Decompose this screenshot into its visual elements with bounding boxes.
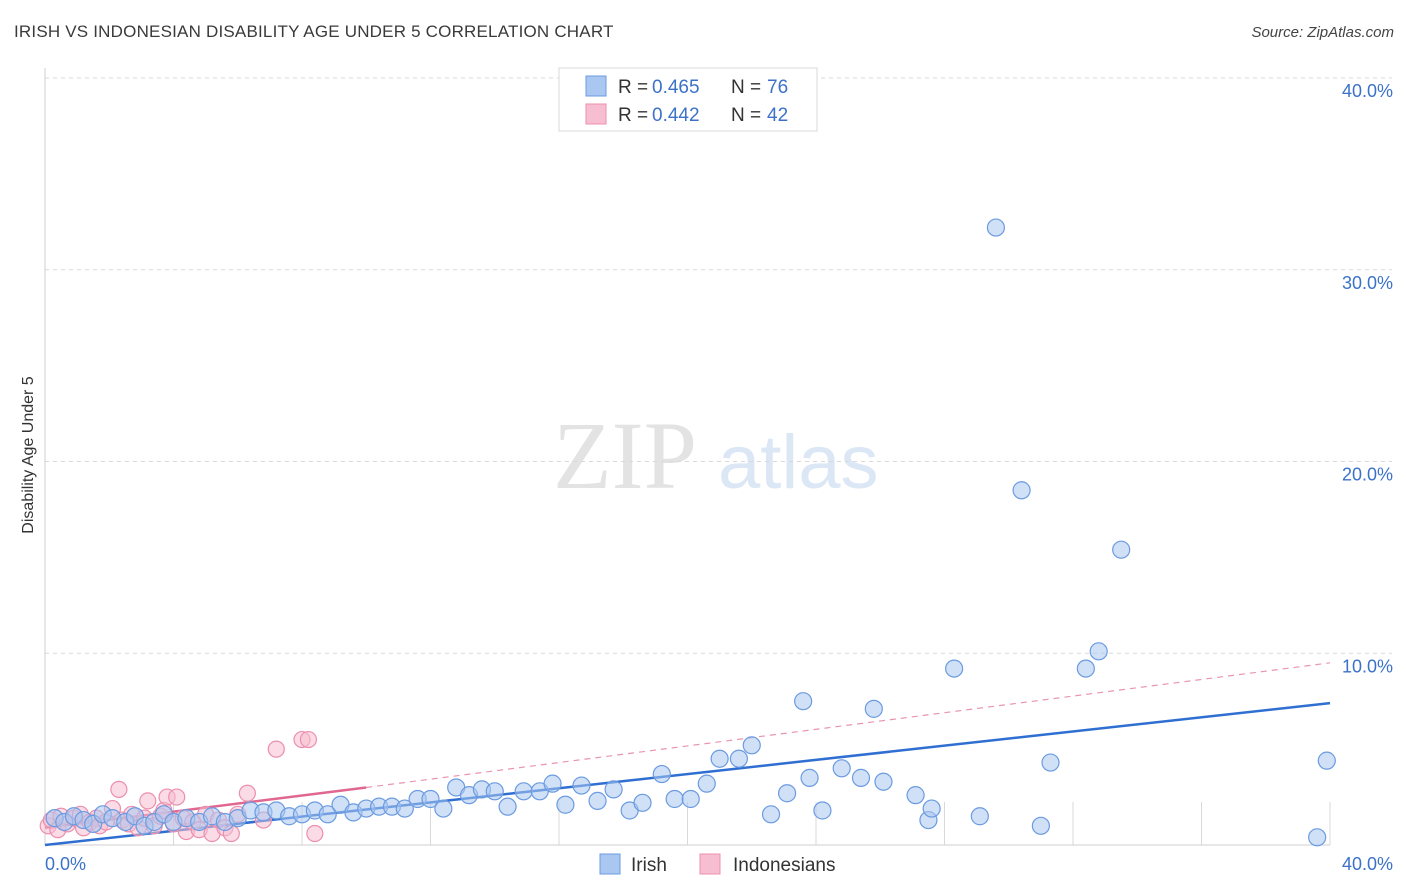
y-tick-label: 20.0% xyxy=(1342,465,1393,485)
watermark-zip: ZIP xyxy=(553,402,697,509)
irish-point xyxy=(906,786,925,805)
irish-point xyxy=(1076,659,1095,678)
bottom-legend-label-irish: Irish xyxy=(631,855,667,876)
irish-point xyxy=(543,774,562,793)
legend-n-value-irish: 76 xyxy=(767,77,788,98)
irish-point xyxy=(434,799,453,818)
y-tick-labels: 10.0% 20.0% 30.0% 40.0% xyxy=(1342,81,1393,676)
axes xyxy=(44,68,1330,846)
irish-point xyxy=(761,805,781,824)
legend-r-label-irish: R = xyxy=(618,77,653,98)
legend-r-label-indonesians: R = xyxy=(618,105,653,126)
irish-point xyxy=(556,795,575,814)
irish-point xyxy=(665,789,684,809)
x-tick-labels: 0.0% 40.0% xyxy=(45,854,1393,874)
legend-swatch-irish xyxy=(585,75,607,97)
watermark: ZIP atlas xyxy=(553,402,879,509)
irish-point xyxy=(742,736,761,755)
irish-point xyxy=(945,659,964,678)
irish-point xyxy=(421,789,440,809)
irish-point xyxy=(874,772,893,791)
legend-r-value-irish: 0.465 xyxy=(652,77,700,98)
irish-point xyxy=(1041,753,1060,772)
bottom-legend-swatch-indonesians xyxy=(699,853,721,875)
irish-point xyxy=(813,801,832,820)
indonesians-trend-extension xyxy=(366,662,1331,789)
indonesians-point xyxy=(267,740,285,758)
grid-lines xyxy=(45,77,1392,845)
bottom-legend-swatch-irish xyxy=(599,853,621,875)
irish-point xyxy=(1112,540,1131,559)
indonesians-point xyxy=(168,788,186,806)
irish-point xyxy=(681,789,700,809)
indonesians-point xyxy=(139,792,157,810)
irish-point xyxy=(1089,642,1108,661)
irish-point xyxy=(395,799,414,818)
indonesians-point xyxy=(299,730,318,749)
x-tick-label: 40.0% xyxy=(1342,854,1393,874)
y-axis-label: Disability Age Under 5 xyxy=(20,376,37,534)
irish-point xyxy=(633,793,652,812)
irish-point xyxy=(318,805,337,824)
irish-point xyxy=(652,764,671,784)
irish-point xyxy=(588,791,607,810)
irish-point xyxy=(729,749,749,768)
legend-n-label-indonesians: N = xyxy=(731,105,766,126)
irish-point xyxy=(794,692,813,711)
irish-point xyxy=(970,807,989,826)
irish-point xyxy=(851,768,871,787)
irish-point xyxy=(1012,481,1031,500)
irish-point xyxy=(1308,828,1327,847)
indonesians-point xyxy=(238,784,256,802)
legend-swatch-indonesians xyxy=(585,103,607,125)
legend: R = 0.465 N = 76 R = 0.442 N = 42 xyxy=(558,67,818,132)
irish-point xyxy=(498,797,517,816)
irish-point xyxy=(800,768,819,787)
irish-point xyxy=(864,699,883,718)
y-tick-label: 30.0% xyxy=(1342,273,1393,293)
bottom-legend-label-indonesians: Indonesians xyxy=(733,855,835,876)
irish-point xyxy=(986,218,1006,237)
irish-point xyxy=(710,749,729,768)
chart-title: IRISH VS INDONESIAN DISABILITY AGE UNDER… xyxy=(14,22,614,41)
irish-point xyxy=(1031,816,1050,835)
irish-point xyxy=(1317,751,1336,770)
irish-point xyxy=(832,759,851,778)
chart-source: Source: ZipAtlas.com xyxy=(1251,24,1394,41)
irish-points xyxy=(45,218,1336,847)
y-tick-label: 10.0% xyxy=(1342,656,1393,676)
legend-n-label-irish: N = xyxy=(731,77,766,98)
indonesians-point xyxy=(306,824,324,843)
watermark-atlas: atlas xyxy=(718,420,879,505)
irish-point xyxy=(485,782,504,801)
y-tick-label: 40.0% xyxy=(1342,81,1393,101)
irish-point xyxy=(777,784,797,803)
irish-point xyxy=(922,799,941,818)
irish-point xyxy=(697,774,716,793)
legend-n-value-indonesians: 42 xyxy=(767,105,788,126)
indonesians-point xyxy=(110,780,128,798)
x-tick-label: 0.0% xyxy=(45,854,86,874)
irish-point xyxy=(572,776,591,795)
bottom-legend: Irish Indonesians xyxy=(599,853,835,876)
legend-r-value-indonesians: 0.442 xyxy=(652,105,700,126)
irish-point xyxy=(604,780,623,799)
irish-point xyxy=(514,782,533,801)
